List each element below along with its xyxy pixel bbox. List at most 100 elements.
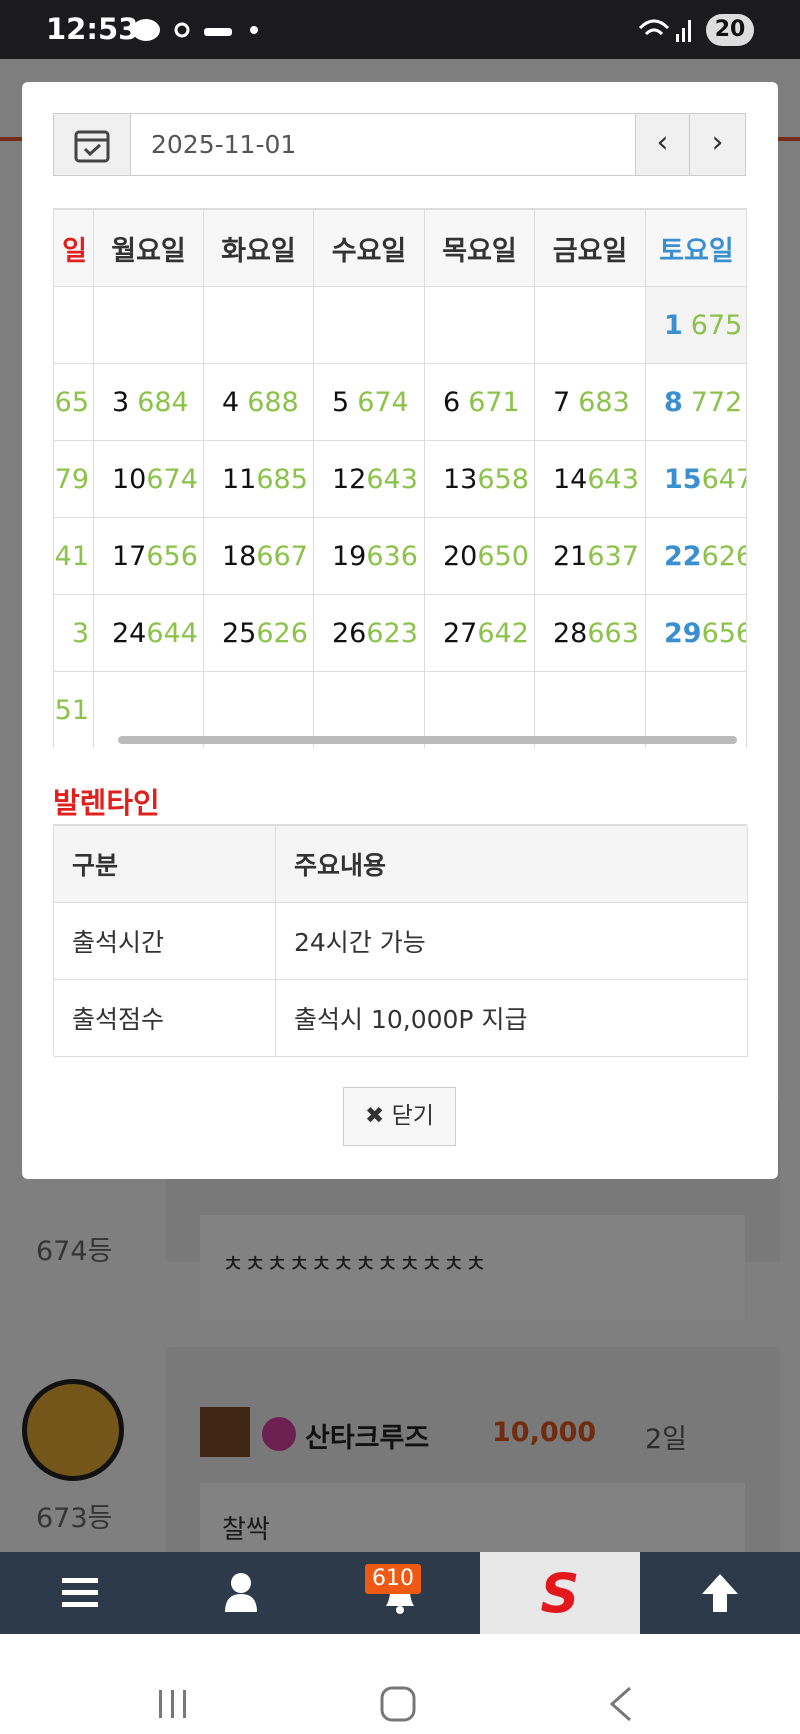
comment-box bbox=[200, 1215, 745, 1319]
attendance-count: 636 bbox=[366, 540, 418, 572]
attendance-count: 643 bbox=[366, 463, 418, 495]
calendar-cell bbox=[425, 672, 535, 748]
attendance-count: 656 bbox=[701, 617, 746, 649]
calendar-cell: 14 643 bbox=[535, 441, 646, 518]
points: 10,000 bbox=[492, 1417, 597, 1448]
calendar-cell: 4 688 bbox=[204, 364, 314, 441]
calendar-cell bbox=[425, 287, 535, 364]
calendar-cell: 11 685 bbox=[204, 441, 314, 518]
attendance-count: 671 bbox=[468, 386, 520, 418]
day-number: 12 bbox=[332, 463, 367, 495]
section-title: 발렌타인 bbox=[53, 786, 160, 820]
username: 산타크루즈 bbox=[305, 1423, 430, 1454]
attendance-count: 685 bbox=[256, 463, 308, 495]
attendance-count: 647 bbox=[701, 463, 746, 495]
calendar-cell: 24 644 bbox=[94, 595, 204, 672]
calendar-cell: 27 642 bbox=[425, 595, 535, 672]
day-number: 14 bbox=[553, 463, 588, 495]
day-number: 19 bbox=[332, 540, 367, 572]
attendance-count: 644 bbox=[146, 617, 198, 649]
calendar-cell: 13 658 bbox=[425, 441, 535, 518]
table-header: 구분 bbox=[54, 826, 276, 903]
table-cell: 출석시 10,000P 지급 bbox=[276, 980, 748, 1057]
bottom-nav: 610 S bbox=[0, 1552, 800, 1634]
calendar-cell: 65 bbox=[54, 364, 94, 441]
day-number: 29 bbox=[664, 617, 702, 649]
calendar-cell bbox=[314, 287, 425, 364]
calendar-cell bbox=[54, 287, 94, 364]
weekday-label: 토요일 bbox=[659, 235, 734, 267]
comment-box bbox=[200, 1483, 745, 1552]
system-buttons[interactable] bbox=[150, 1684, 650, 1724]
calendar-cell: 1 675 bbox=[646, 287, 746, 364]
attendance-count: 626 bbox=[256, 617, 308, 649]
table-cell: 출석점수 bbox=[54, 980, 276, 1057]
system-nav bbox=[0, 1634, 800, 1734]
calendar-cell: 5 674 bbox=[314, 364, 425, 441]
calendar-icon[interactable] bbox=[74, 127, 110, 163]
weekday-label: 금요일 bbox=[552, 235, 628, 267]
calendar-cell: 18 667 bbox=[204, 518, 314, 595]
attendance-count: 674 bbox=[146, 463, 198, 495]
weekday-label: 수요일 bbox=[331, 235, 407, 267]
day-number: 10 bbox=[112, 463, 147, 495]
attendance-count: 79 bbox=[54, 463, 89, 495]
user-icon bbox=[200, 1407, 250, 1457]
close-button[interactable]: ✖ 닫기 bbox=[343, 1087, 456, 1146]
attendance-count: 41 bbox=[54, 540, 89, 572]
profile-button[interactable] bbox=[224, 1572, 258, 1612]
table-cell: 출석시간 bbox=[54, 903, 276, 980]
notification-badge: 610 bbox=[365, 1564, 421, 1594]
day-number: 20 bbox=[443, 540, 478, 572]
date-bar: 2025-11-01 ‹ › bbox=[53, 113, 746, 176]
calendar-cell: 25 626 bbox=[204, 595, 314, 672]
calendar-cell bbox=[204, 672, 314, 748]
date-input[interactable]: 2025-11-01 bbox=[130, 114, 636, 175]
close-label: 닫기 bbox=[391, 1103, 434, 1129]
calendar-cell: 26 623 bbox=[314, 595, 425, 672]
battery: 20 bbox=[706, 14, 754, 46]
calendar: 일 월요일 화요일 수요일 목요일 금요일 토요일 1 675 65 3 684 4 688 5 674 6 67… bbox=[53, 208, 747, 748]
attendance-count: 642 bbox=[477, 617, 529, 649]
calendar-cell: 29656 bbox=[646, 595, 746, 672]
scrollbar bbox=[118, 736, 737, 744]
prev-button[interactable]: ‹ bbox=[636, 114, 690, 175]
calendar-cell: 20 650 bbox=[425, 518, 535, 595]
weekday-header: 수요일 bbox=[314, 210, 425, 287]
weekday-header: 화요일 bbox=[204, 210, 314, 287]
status-bar: 12:53 20 bbox=[0, 0, 800, 59]
day-number: 5 bbox=[332, 386, 350, 418]
weekday-label: 목요일 bbox=[442, 235, 517, 267]
calendar-cell: 79 bbox=[54, 441, 94, 518]
scroll-top-button[interactable] bbox=[700, 1572, 740, 1614]
weekday-header: 금요일 bbox=[535, 210, 646, 287]
close-icon: ✖ bbox=[365, 1103, 392, 1129]
attendance-count: 772 bbox=[690, 386, 743, 418]
rank: 674등 bbox=[36, 1236, 113, 1267]
home-button[interactable]: S bbox=[480, 1552, 640, 1634]
calendar-cell bbox=[646, 672, 746, 748]
next-button[interactable]: › bbox=[711, 125, 724, 160]
day-number: 7 bbox=[553, 386, 571, 418]
calendar-cell: 6 671 bbox=[425, 364, 535, 441]
attendance-count: 637 bbox=[587, 540, 639, 572]
signal-icons bbox=[638, 19, 691, 42]
days: 2일 bbox=[645, 1424, 688, 1455]
day-number: 18 bbox=[222, 540, 257, 572]
attendance-count: 663 bbox=[587, 617, 639, 649]
day-number: 13 bbox=[443, 463, 478, 495]
calendar-cell: 3 684 bbox=[94, 364, 204, 441]
comment-text: 찰싹 bbox=[222, 1515, 270, 1545]
attendance-count: 675 bbox=[690, 309, 743, 341]
status-icons bbox=[132, 19, 258, 41]
comment-text: ㅊㅊㅊㅊㅊㅊㅊㅊㅊㅊㅊㅊ bbox=[222, 1250, 487, 1278]
day-number: 21 bbox=[553, 540, 588, 572]
weekday-header: 월요일 bbox=[94, 210, 204, 287]
weekday-label: 화요일 bbox=[221, 235, 296, 267]
attendance-count: 51 bbox=[54, 694, 89, 726]
calendar-cell: 17 656 bbox=[94, 518, 204, 595]
weekday-header: 토요일 bbox=[646, 210, 746, 287]
calendar-cell bbox=[314, 672, 425, 748]
attendance-count: 658 bbox=[477, 463, 529, 495]
menu-button[interactable] bbox=[62, 1576, 98, 1610]
